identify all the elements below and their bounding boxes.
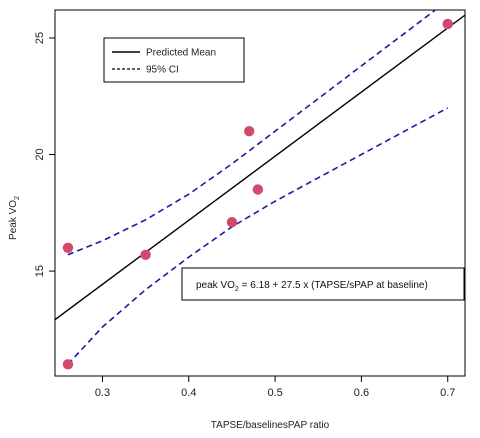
data-point-4: [244, 126, 255, 137]
y-axis: 15 20 25: [34, 32, 55, 277]
legend-box: [103, 37, 245, 83]
points-layer: [62, 18, 453, 370]
y-tick-label: 20: [34, 148, 46, 160]
equation-sub: 2: [235, 286, 239, 293]
y-axis-title-sub: 2: [14, 196, 21, 200]
equation-box: [181, 267, 465, 301]
equation-suffix: = 6.18 + 27.5 x (TAPSE/sPAP at baseline): [239, 280, 428, 291]
x-axis-title: TAPSE/baselinesPAP ratio: [211, 420, 330, 431]
equation-annotation: peak VO2 = 6.18 + 27.5 x (TAPSE/sPAP at …: [181, 267, 465, 301]
data-point-1: [62, 359, 74, 370]
data-point-5: [252, 184, 264, 195]
y-axis-title: Peak VO2: [8, 196, 21, 240]
equation-text: peak VO2 = 6.18 + 27.5 x (TAPSE/sPAP at …: [196, 280, 428, 293]
data-point-6: [442, 18, 453, 30]
x-tick-label: 0.7: [440, 387, 455, 399]
x-tick-label: 0.3: [95, 387, 110, 399]
y-axis-title-main: Peak VO: [8, 200, 19, 240]
ci-layer: [67, 10, 449, 365]
x-tick-label: 0.5: [267, 387, 282, 399]
data-point-0: [62, 242, 74, 253]
ci-upper-line: [67, 10, 437, 256]
legend: Predicted Mean 95% CI: [103, 37, 245, 83]
predicted-mean-line: [55, 14, 465, 321]
fit-layer: [55, 14, 465, 321]
y-tick-label: 15: [34, 265, 46, 277]
x-axis: 0.3 0.4 0.5 0.6 0.7: [95, 376, 455, 399]
legend-label-ci: 95% CI: [146, 65, 179, 76]
ci-lower-line: [67, 107, 449, 365]
y-tick-label: 25: [34, 32, 46, 44]
data-point-3: [226, 216, 238, 228]
plot-frame: [54, 9, 466, 377]
x-tick-label: 0.4: [181, 387, 196, 399]
data-point-2: [140, 249, 151, 260]
legend-label-predicted-mean: Predicted Mean: [146, 48, 216, 59]
x-tick-label: 0.6: [354, 387, 369, 399]
equation-prefix: peak VO: [196, 280, 235, 291]
